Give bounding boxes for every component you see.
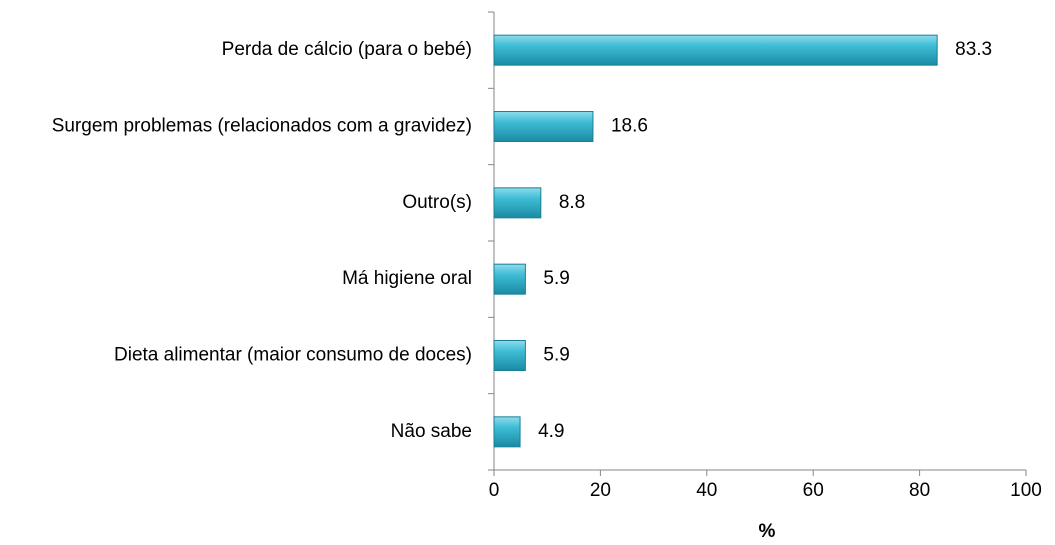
x-tick-label: 20 [590,480,611,501]
x-tick-label: 0 [489,480,500,501]
y-tick-label: Surgem problemas (relacionados com a gra… [52,116,472,137]
bar [493,263,526,295]
x-axis-label: % [759,521,776,542]
data-label: 4.9 [538,421,564,442]
bar [493,416,521,448]
data-label: 5.9 [543,345,569,366]
y-tick-label: Má higiene oral [342,268,472,289]
bar [493,340,526,371]
x-tick-label: 80 [909,480,930,501]
data-label: 83.3 [955,39,992,60]
bar [493,111,594,142]
x-tick-label: 60 [803,480,824,501]
data-label: 8.8 [559,192,585,213]
y-tick-label: Não sabe [391,421,472,442]
y-tick-label: Outro(s) [402,192,472,213]
bar [493,34,938,66]
x-tick-label: 40 [696,480,717,501]
y-tick-label: Perda de cálcio (para o bebé) [222,39,472,60]
data-label: 18.6 [611,116,648,137]
data-label: 5.9 [543,268,569,289]
x-tick-label: 100 [1010,480,1042,501]
y-tick-label: Dieta alimentar (maior consumo de doces) [114,345,472,366]
bar [493,187,542,219]
